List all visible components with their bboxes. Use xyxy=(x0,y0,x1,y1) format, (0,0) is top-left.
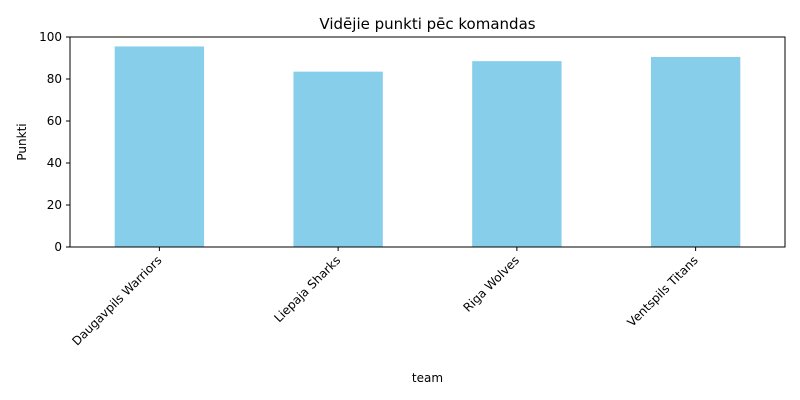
y-tick-label-0: 0 xyxy=(54,240,62,254)
plot-frame xyxy=(69,36,786,248)
bar-3 xyxy=(650,56,741,248)
y-tick-label-1: 20 xyxy=(47,198,62,212)
x-tick-label-0: Daugavpils Warriors xyxy=(69,253,164,348)
x-tick-label-3: Ventspils Titans xyxy=(625,253,701,329)
y-tick-label-4: 80 xyxy=(47,72,62,86)
y-tick-label-3: 60 xyxy=(47,114,62,128)
chart-title: Vidējie punkti pēc komandas xyxy=(319,15,535,33)
x-axis-label: team xyxy=(412,371,443,385)
y-tick-label-2: 40 xyxy=(47,156,62,170)
y-tick-label-5: 100 xyxy=(39,30,62,44)
bar-2 xyxy=(472,61,562,248)
x-tick-label-2: Riga Wolves xyxy=(460,253,522,315)
x-tick-label-1: Liepaja Sharks xyxy=(271,253,343,325)
bar-0 xyxy=(114,46,205,248)
bar-1 xyxy=(293,71,383,248)
plot-area: 0 20 40 60 80 100 Daugavpils Warriors Liepaja S… xyxy=(39,30,786,348)
y-axis-label: Punkti xyxy=(15,123,29,160)
